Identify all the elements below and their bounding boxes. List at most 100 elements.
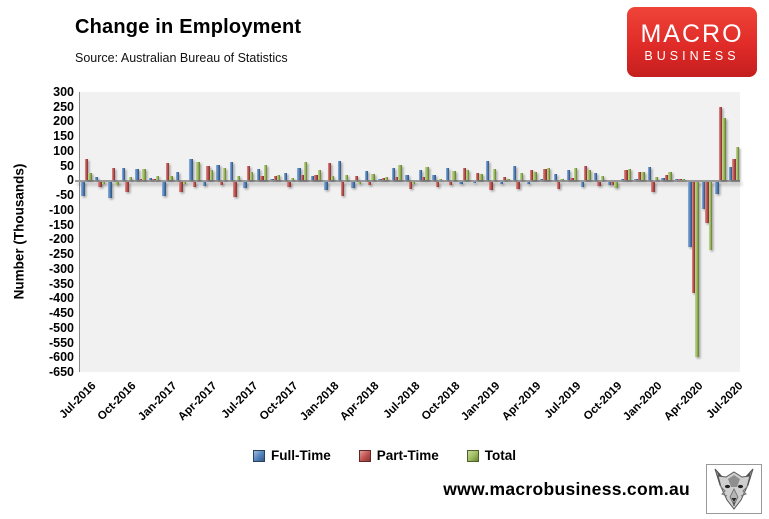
y-tick-label: 100 <box>53 143 74 158</box>
bar-total-jan-2017 <box>169 176 173 181</box>
macrobusiness-logo-line2: BUSINESS <box>644 49 740 63</box>
bar-part-time-may-2017 <box>219 182 224 186</box>
bar-part-time-apr-2018 <box>368 182 372 186</box>
bar-part-time-jul-2018 <box>408 182 412 190</box>
bar-full-time-dec-2019 <box>634 179 638 181</box>
y-tick-label: -300 <box>48 261 74 276</box>
bar-part-time-sep-2016 <box>111 167 116 181</box>
x-tick-label: Oct-2016 <box>95 380 139 423</box>
bar-full-time-jul-2018 <box>405 174 409 181</box>
bar-total-mar-2020 <box>681 178 686 181</box>
bar-full-time-jul-2017 <box>243 182 247 189</box>
bar-full-time-apr-2019 <box>526 182 530 185</box>
bar-full-time-sep-2019 <box>594 172 598 181</box>
plot-area <box>75 92 740 372</box>
bar-part-time-aug-2018 <box>422 177 426 181</box>
macrobusiness-logo: MACRO BUSINESS <box>627 7 757 77</box>
wolf-logo <box>706 464 762 514</box>
y-tick-label: -650 <box>48 365 74 379</box>
bar-part-time-mar-2018 <box>354 176 358 181</box>
legend-item-full-time: Full-Time <box>252 448 331 463</box>
bar-full-time-may-2018 <box>378 179 382 181</box>
bar-total-jul-2018 <box>411 182 416 184</box>
bar-full-time-jan-2017 <box>162 182 166 196</box>
bar-total-oct-2016 <box>128 177 133 181</box>
bar-full-time-mar-2019 <box>513 166 517 181</box>
bar-full-time-feb-2019 <box>499 182 503 185</box>
bar-part-time-sep-2019 <box>597 182 601 186</box>
bar-total-mar-2017 <box>196 162 200 181</box>
bar-full-time-jul-2020 <box>728 167 733 181</box>
bar-part-time-jun-2018 <box>395 177 399 181</box>
bar-part-time-dec-2016 <box>152 179 156 181</box>
y-tick-label: 200 <box>53 114 74 129</box>
bar-total-jan-2019 <box>492 168 497 181</box>
bar-full-time-aug-2016 <box>94 177 99 181</box>
bar-full-time-apr-2017 <box>202 182 207 186</box>
bar-full-time-dec-2018 <box>472 182 476 184</box>
bar-total-aug-2016 <box>101 182 106 184</box>
full-time-swatch-icon <box>252 449 265 462</box>
bar-full-time-feb-2017 <box>175 172 180 181</box>
bar-part-time-aug-2019 <box>583 165 588 181</box>
bar-part-time-nov-2016 <box>138 179 143 181</box>
bar-full-time-jun-2019 <box>553 174 557 181</box>
bar-total-may-2017 <box>223 168 227 181</box>
y-tick-label: 250 <box>53 99 74 114</box>
bar-full-time-apr-2020 <box>688 182 692 248</box>
bar-total-apr-2020 <box>695 182 699 358</box>
x-tick-label: Apr-2020 <box>661 380 706 424</box>
bar-part-time-dec-2018 <box>476 173 480 181</box>
bar-full-time-feb-2020 <box>661 178 665 181</box>
x-tick-label: Jan-2019 <box>459 380 503 424</box>
bar-full-time-apr-2018 <box>364 170 369 181</box>
x-tick-label: Apr-2017 <box>176 380 220 424</box>
y-tick-label: 0 <box>67 173 74 188</box>
bar-total-nov-2019 <box>627 168 632 181</box>
wolf-head-icon <box>714 468 754 510</box>
y-tick-label: -50 <box>55 188 74 203</box>
y-tick-label: 50 <box>60 158 74 173</box>
bar-full-time-sep-2018 <box>432 174 436 181</box>
bar-total-jun-2017 <box>236 176 240 181</box>
legend-label-total: Total <box>484 448 517 463</box>
bar-full-time-jan-2018 <box>324 182 328 190</box>
x-tick-label: Jul-2020 <box>704 380 746 422</box>
bar-part-time-mar-2020 <box>678 178 682 181</box>
bar-total-apr-2019 <box>533 172 537 181</box>
x-tick-label: Apr-2019 <box>500 380 544 424</box>
bar-total-dec-2019 <box>641 171 645 181</box>
bar-part-time-jan-2018 <box>327 162 331 181</box>
bar-full-time-sep-2016 <box>108 182 112 199</box>
bar-full-time-nov-2017 <box>297 168 301 181</box>
bar-part-time-nov-2017 <box>300 174 305 181</box>
bar-part-time-oct-2016 <box>125 182 129 192</box>
x-tick-label: Jan-2020 <box>621 380 665 424</box>
bar-full-time-nov-2018 <box>459 182 463 185</box>
x-tick-label: Jan-2017 <box>135 380 180 424</box>
bar-total-sep-2018 <box>438 178 443 181</box>
bar-part-time-dec-2019 <box>637 171 642 181</box>
bar-total-jan-2020 <box>654 176 659 181</box>
bar-part-time-apr-2017 <box>206 165 210 181</box>
y-tick-label: -600 <box>48 350 74 365</box>
bar-part-time-feb-2017 <box>179 182 183 193</box>
bar-part-time-feb-2020 <box>664 174 669 181</box>
x-tick-label: Jan-2018 <box>297 380 342 424</box>
bar-full-time-may-2017 <box>216 165 220 181</box>
bar-full-time-mar-2020 <box>674 179 679 181</box>
part-time-swatch-icon <box>358 449 371 462</box>
x-tick-label: Oct-2019 <box>581 380 625 423</box>
bar-total-may-2020 <box>708 182 713 250</box>
bar-total-oct-2018 <box>452 170 456 181</box>
legend-item-total: Total <box>466 448 517 463</box>
bar-full-time-nov-2019 <box>620 179 625 181</box>
bar-part-time-oct-2019 <box>610 182 615 186</box>
bar-full-time-jun-2018 <box>391 168 396 181</box>
bar-total-sep-2017 <box>277 174 281 181</box>
bar-part-time-oct-2018 <box>449 182 453 186</box>
bar-full-time-jun-2020 <box>715 182 719 194</box>
bar-total-may-2018 <box>384 176 389 181</box>
x-tick-label: Jul-2016 <box>57 380 99 422</box>
